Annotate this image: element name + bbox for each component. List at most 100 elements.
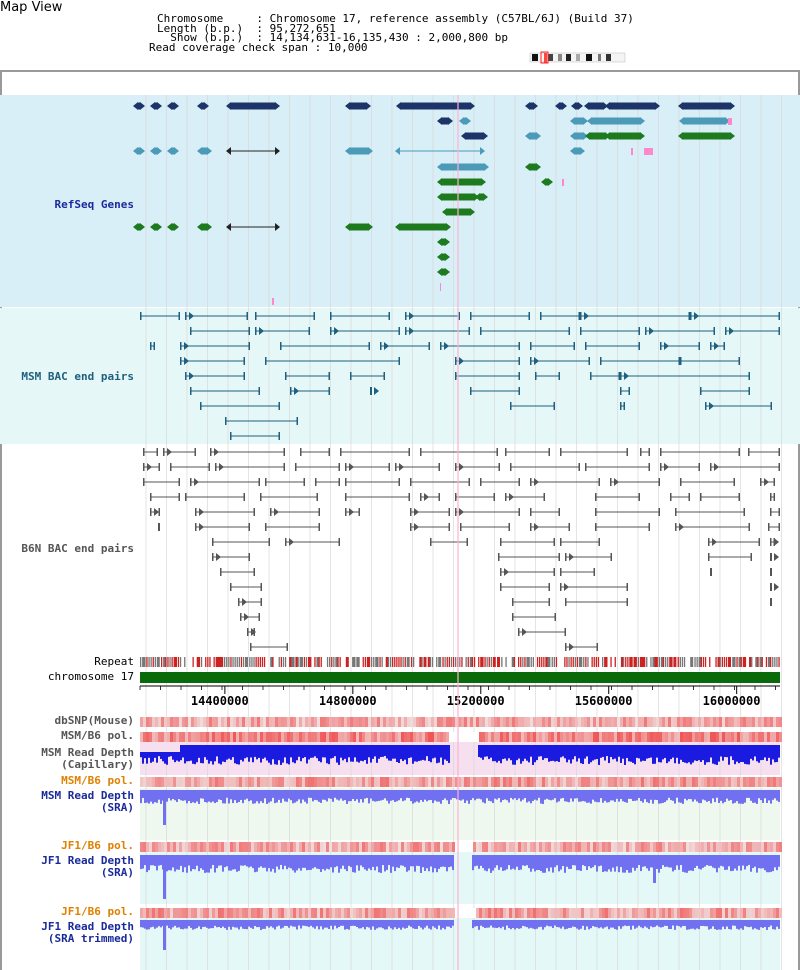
repeat-element	[450, 657, 453, 667]
bac-end-pair	[512, 598, 550, 606]
repeat-element	[438, 657, 442, 667]
bac-end-pair	[580, 312, 690, 320]
bac-end-pair	[185, 372, 245, 380]
repeat-element	[337, 657, 339, 667]
jf1-b6-pol-heatmap	[140, 842, 782, 852]
repeat-element	[635, 657, 637, 667]
info-coverage-value: : 10,000	[314, 41, 368, 54]
repeat-element	[436, 657, 438, 667]
repeat-element	[639, 657, 643, 667]
repeat-element	[326, 657, 329, 667]
repeat-element	[404, 657, 406, 667]
repeat-element	[368, 657, 371, 667]
depth-spike	[163, 855, 166, 899]
repeat-element	[423, 657, 427, 667]
repeat-element	[362, 657, 364, 667]
axis-tick-label: 16000000	[703, 694, 761, 708]
gene-feature	[150, 102, 162, 110]
repeat-element	[371, 657, 373, 667]
refseq-genes-track[interactable]	[133, 102, 735, 305]
repeat-element	[263, 657, 266, 667]
bac-end-pair	[330, 327, 400, 335]
repeat-element	[574, 657, 576, 667]
repeat-element	[242, 657, 245, 667]
bac-end-pair	[770, 493, 775, 501]
repeat-element	[448, 657, 450, 667]
repeat-element	[293, 657, 295, 667]
bac-end-pair	[143, 448, 158, 456]
bac-end-pair	[590, 372, 620, 380]
repeat-element	[723, 657, 726, 667]
repeat-element	[778, 657, 780, 667]
bac-end-pair	[660, 342, 700, 350]
repeat-element	[501, 657, 503, 667]
depth-spike	[653, 855, 656, 883]
bac-end-pair	[230, 432, 280, 440]
bac-end-pair	[210, 448, 285, 456]
bac-end-pair	[670, 493, 690, 501]
bac-end-pair	[480, 327, 570, 335]
msm-sra-depth-bars	[140, 790, 780, 825]
pink-marker	[728, 118, 732, 125]
bac-end-pair	[265, 478, 305, 486]
gene-feature	[679, 117, 730, 125]
bac-end-pair	[660, 463, 700, 471]
info-length-value: : 95,272,651	[256, 22, 336, 35]
gene-feature	[461, 132, 488, 140]
track-label-msm-bac: MSM BAC end pairs	[21, 370, 134, 383]
repeat-element	[410, 657, 413, 667]
repeat-element	[602, 657, 604, 667]
chromosome-bar[interactable]	[140, 672, 780, 683]
repeat-track[interactable]	[140, 657, 780, 667]
bac-end-pair	[505, 448, 550, 456]
gene-feature	[395, 147, 485, 155]
repeat-element	[637, 657, 639, 667]
repeat-element	[520, 657, 522, 667]
bac-end-pair	[690, 312, 780, 320]
bac-end-pair	[498, 553, 560, 561]
repeat-element	[169, 657, 171, 667]
repeat-element	[583, 657, 585, 667]
dbsnp-heatmap	[140, 717, 782, 727]
repeat-element	[282, 657, 285, 667]
repeat-element	[444, 657, 446, 667]
bac-end-pair	[535, 372, 560, 380]
bac-end-pair	[510, 402, 555, 410]
bac-end-pair	[660, 448, 740, 456]
info-chromosome-value: : Chromosome 17, reference assembly (C57…	[256, 12, 634, 25]
gene-feature	[150, 147, 162, 155]
bac-end-pair	[700, 387, 750, 395]
bac-end-pair	[190, 387, 260, 395]
gene-feature	[345, 223, 373, 231]
repeat-element	[154, 657, 156, 667]
bac-end-pair	[430, 538, 468, 546]
bac-end-pair	[420, 493, 440, 501]
gene-feature	[437, 238, 450, 246]
repeat-element	[303, 657, 306, 667]
bac-end-pair	[340, 448, 410, 456]
gene-feature	[525, 102, 538, 110]
b6n-bac-track[interactable]	[143, 448, 780, 651]
gene-feature	[133, 102, 145, 110]
repeat-element	[446, 657, 448, 667]
gene-feature	[541, 178, 553, 186]
axis-tick-label: 14400000	[191, 694, 249, 708]
bac-end-pair	[705, 402, 772, 410]
repeat-element	[297, 657, 299, 667]
repeat-element	[568, 657, 570, 667]
msm-bac-track[interactable]	[140, 312, 780, 440]
repeat-element	[539, 657, 541, 667]
bac-end-pair	[748, 448, 780, 456]
bac-end-pair	[345, 478, 400, 486]
repeat-element	[146, 657, 148, 667]
chromosome-ideogram[interactable]	[529, 51, 626, 64]
info-chromosome-row: Chromosome : Chromosome 17, reference as…	[157, 13, 634, 24]
repeat-element	[593, 657, 595, 667]
track-label-jf1-read-depth-trimmed: JF1 Read Depth (SRA trimmed)	[41, 920, 134, 945]
repeat-element	[299, 657, 303, 667]
bac-end-pair	[143, 478, 180, 486]
gene-feature	[133, 147, 145, 155]
repeat-element	[473, 657, 476, 667]
bac-end-pair	[565, 553, 612, 561]
